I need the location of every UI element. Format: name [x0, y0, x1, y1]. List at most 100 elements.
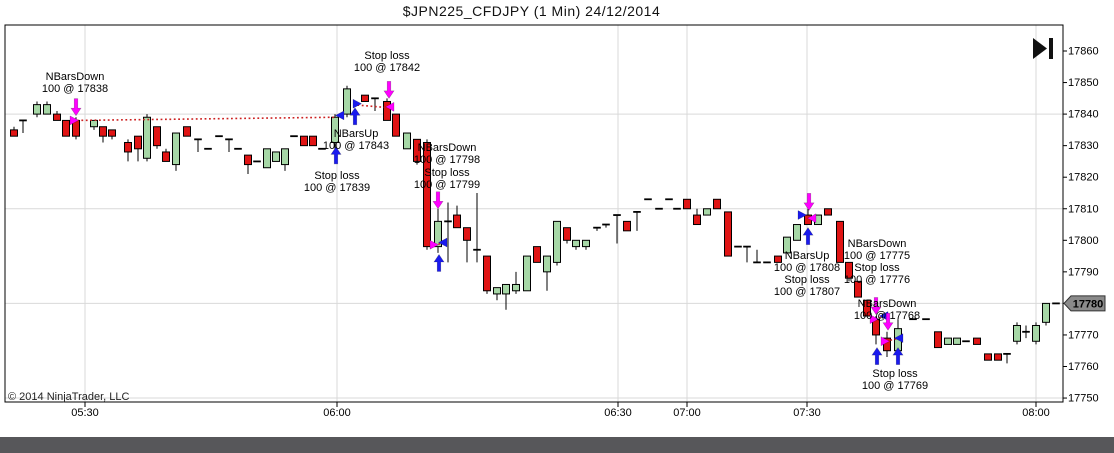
y-axis-label: 17830 — [1068, 140, 1099, 152]
buy-left-triangle-icon — [437, 237, 448, 248]
candle-down — [153, 126, 161, 147]
candle-down — [300, 135, 308, 147]
x-axis-label: 06:00 — [323, 407, 351, 419]
doji-candle — [962, 340, 970, 343]
sell-down-arrow-icon — [803, 193, 815, 211]
trade-line — [76, 116, 337, 122]
candle-up — [502, 283, 510, 295]
candle-up — [1013, 324, 1021, 342]
trade-annotation: Stop loss — [784, 274, 830, 286]
sell-right-triangle-icon — [69, 115, 80, 126]
candle-down — [724, 211, 732, 257]
buy-up-arrow-icon — [892, 347, 904, 365]
candle-down — [463, 227, 471, 241]
buy-up-arrow-icon — [802, 227, 814, 245]
doji-candle — [922, 318, 930, 321]
trade-annotation: Stop loss — [854, 262, 900, 274]
doji-candle — [473, 248, 481, 251]
candle-down — [683, 198, 691, 210]
go-to-end-button[interactable] — [1033, 38, 1053, 59]
candle-down — [713, 198, 721, 210]
x-axis-label: 06:30 — [604, 407, 632, 419]
doji-candle — [734, 245, 742, 248]
candle-down — [994, 353, 1002, 361]
sell-right-triangle-icon — [869, 314, 880, 325]
candle-up — [403, 132, 411, 150]
last-price-marker-label: 17780 — [1073, 298, 1104, 310]
buy-left-triangle-icon — [893, 333, 904, 344]
trade-annotation: NBarsDown — [848, 238, 907, 250]
sell-left-triangle-icon — [806, 213, 817, 224]
buy-up-arrow-icon — [871, 347, 883, 365]
candle-up — [953, 337, 961, 345]
candle-down — [124, 141, 132, 153]
sell-right-triangle-icon — [429, 239, 440, 250]
y-axis-label: 17840 — [1068, 109, 1099, 121]
copyright-text: © 2014 NinjaTrader, LLC — [8, 391, 130, 403]
y-axis-label: 17760 — [1068, 361, 1099, 373]
candle-up — [43, 104, 51, 115]
doji-candle — [194, 138, 202, 141]
buy-up-arrow-icon — [349, 107, 361, 126]
candle-down — [693, 214, 701, 226]
candle-down — [563, 227, 571, 241]
x-axis-label: 07:30 — [793, 407, 821, 419]
candle-up — [143, 116, 151, 159]
buy-up-arrow-icon — [330, 146, 342, 165]
doji-candle — [204, 147, 212, 150]
trade-annotation: 100 @ 17839 — [304, 182, 370, 194]
window-bottom-bar — [0, 437, 1114, 453]
candle-down — [244, 154, 252, 166]
doji-candle — [655, 207, 663, 210]
y-axis-label: 17770 — [1068, 329, 1099, 341]
candle-up — [33, 104, 41, 115]
trade-annotation: 100 @ 17843 — [323, 140, 389, 152]
sell-left-triangle-icon — [384, 101, 395, 112]
candle-up — [523, 255, 531, 292]
candle-down — [863, 299, 871, 317]
candle-down — [108, 129, 116, 137]
doji-candle — [290, 135, 298, 138]
plot-border — [4, 24, 1064, 403]
y-axis-label: 17820 — [1068, 172, 1099, 184]
doji-candle — [665, 198, 673, 201]
trade-annotation: 100 @ 17775 — [844, 250, 910, 262]
candle-down — [533, 246, 541, 263]
candle-down — [162, 151, 170, 162]
doji-candle — [743, 245, 751, 248]
doji-candle — [225, 138, 233, 141]
trade-annotation: Stop loss — [314, 170, 360, 182]
sell-down-arrow-icon — [882, 312, 894, 331]
candle-down — [824, 208, 832, 216]
candle-up — [281, 148, 289, 166]
doji-candle — [1022, 330, 1030, 333]
candle-down — [854, 280, 862, 298]
doji-candle — [613, 214, 621, 216]
x-axis-label: 07:00 — [673, 407, 701, 419]
buy-up-arrow-icon — [433, 253, 445, 272]
sell-down-arrow-icon — [70, 98, 82, 117]
candle-up — [512, 283, 520, 292]
play-triangle-icon — [1033, 38, 1047, 59]
buy-right-triangle-icon — [797, 210, 808, 220]
trade-annotation: 100 @ 17808 — [774, 262, 840, 274]
candle-down — [483, 255, 491, 292]
trade-annotation: NBarsDown — [418, 142, 477, 154]
x-axis-label: 08:00 — [1022, 407, 1050, 419]
doji-candle — [215, 135, 223, 138]
sell-down-arrow-icon — [870, 297, 882, 315]
doji-candle — [19, 119, 27, 122]
trade-annotation: 100 @ 17768 — [854, 310, 920, 322]
doji-candle — [444, 220, 452, 223]
chart-title: $JPN225_CFDJPY (1 Min) 24/12/2014 — [402, 3, 661, 19]
trade-annotation: Stop loss — [424, 167, 470, 179]
candle-up — [493, 287, 501, 295]
candle-down — [10, 129, 18, 137]
candle-down — [836, 220, 844, 263]
doji-candle — [1003, 352, 1011, 355]
doji-candle — [602, 223, 610, 226]
doji-candle — [371, 97, 379, 100]
y-axis-label: 17810 — [1068, 203, 1099, 215]
